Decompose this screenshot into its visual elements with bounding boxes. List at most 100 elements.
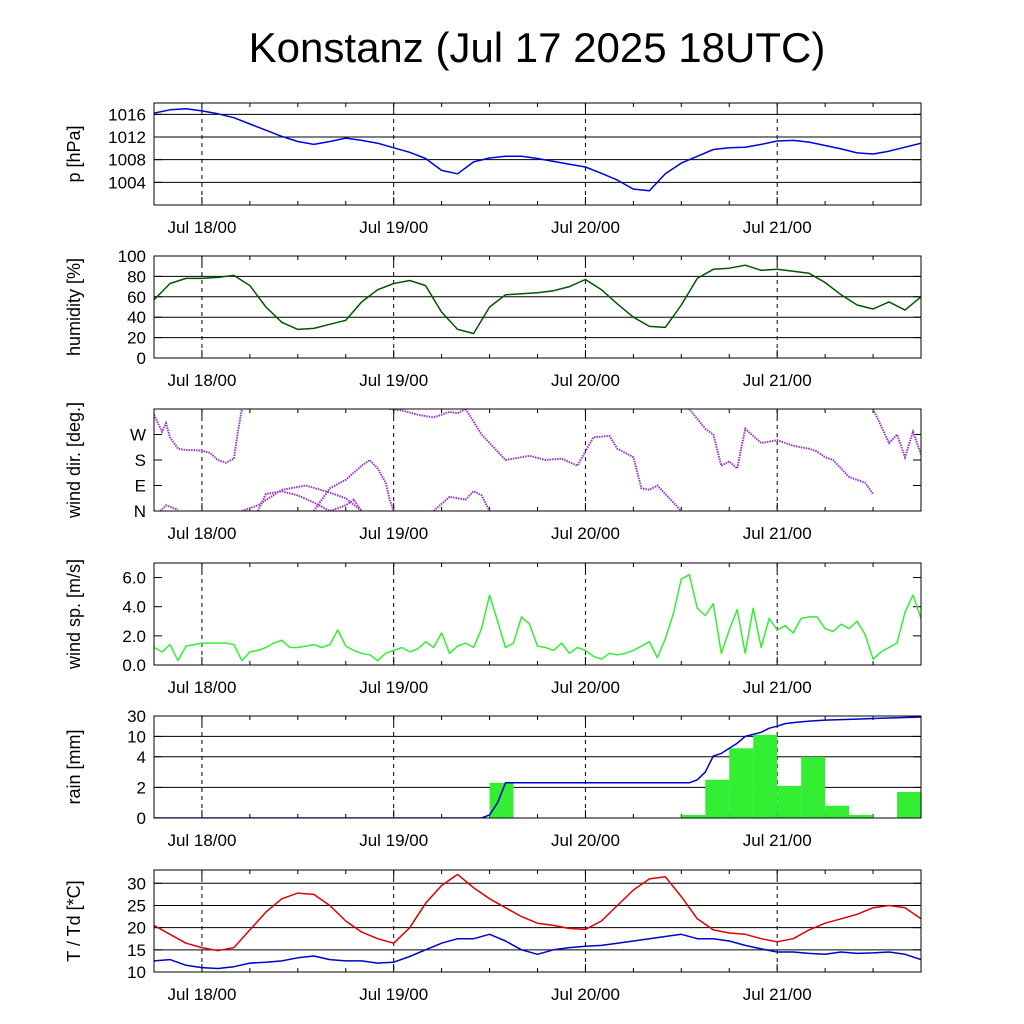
- y-tick-label: 15: [127, 941, 146, 960]
- x-tick-label: Jul 19/00: [359, 218, 428, 237]
- series-line-wind_dir: [312, 458, 395, 511]
- rain-bar: [705, 779, 730, 818]
- y-tick-label: 10: [127, 963, 146, 982]
- y-tick-label: 2: [137, 778, 146, 797]
- y-tick-label: 10: [127, 727, 146, 746]
- series-line-wind_dir: [688, 409, 874, 495]
- panel-frame: [153, 715, 922, 819]
- panel-frame: [153, 255, 922, 359]
- series-line-wind_dir: [159, 504, 179, 511]
- series-line-wind_dir: [256, 490, 363, 511]
- y-tick-label: 1008: [108, 151, 146, 170]
- x-tick-label: Jul 19/00: [359, 371, 428, 390]
- x-tick-label: Jul 19/00: [359, 985, 428, 1004]
- x-tick-label: Jul 21/00: [743, 524, 812, 543]
- y-tick-label: 40: [127, 308, 146, 327]
- y-tick-label: N: [134, 502, 146, 521]
- y-tick-label: 60: [127, 288, 146, 307]
- plot-area: [154, 264, 921, 335]
- x-tick-label: Jul 18/00: [167, 371, 236, 390]
- x-tick-label: Jul 20/00: [551, 831, 620, 850]
- y-tick-label: 1016: [108, 105, 146, 124]
- y-tick-label: 1004: [108, 173, 146, 192]
- series-line-humidity: [154, 264, 921, 335]
- x-tick-label: Jul 20/00: [551, 524, 620, 543]
- y-axis-label: rain [mm]: [64, 729, 84, 804]
- y-tick-label: 20: [127, 329, 146, 348]
- y-tick-label: 30: [127, 874, 146, 893]
- series-line-wind_dir: [432, 489, 491, 511]
- panel-frame: [153, 869, 922, 973]
- x-tick-label: Jul 20/00: [551, 371, 620, 390]
- x-tick-label: Jul 20/00: [551, 678, 620, 697]
- rain-bar: [489, 782, 514, 818]
- y-tick-label: 0.0: [122, 656, 146, 675]
- x-tick-label: Jul 18/00: [167, 985, 236, 1004]
- x-tick-label: Jul 21/00: [743, 218, 812, 237]
- series-line-wind_dir: [464, 409, 683, 511]
- y-axis-label: wind sp. [m/s]: [64, 559, 84, 670]
- x-tick-label: Jul 18/00: [167, 524, 236, 543]
- rain-bar: [777, 785, 802, 818]
- panel-frame: [153, 408, 922, 512]
- y-tick-label: E: [135, 477, 146, 496]
- rain-bar: [897, 791, 921, 818]
- y-tick-label: 25: [127, 896, 146, 915]
- plot-area: [154, 409, 921, 511]
- x-tick-label: Jul 19/00: [359, 831, 428, 850]
- rain-bar: [753, 734, 778, 818]
- y-axis-label: T / Td [*C]: [64, 880, 84, 961]
- x-tick-label: Jul 18/00: [167, 831, 236, 850]
- series-line-wind_speed: [154, 573, 921, 662]
- panel-pressure: 1004 1008 1012 1016 p [hPa] Jul 18/00 Jul 19/0…: [64, 102, 922, 237]
- plot-area: [154, 873, 921, 970]
- chart-title: Konstanz (Jul 17 2025 18UTC): [248, 24, 826, 71]
- panel-frame: [153, 562, 922, 666]
- series-line-rain_cumulative: [154, 716, 921, 818]
- panel-frame: [153, 102, 922, 206]
- meteogram-panels: 1004 1008 1012 1016 p [hPa] Jul 18/00 Jul 19/0…: [64, 102, 922, 1004]
- y-tick-label: 80: [127, 267, 146, 286]
- y-tick-label: 30: [127, 707, 146, 726]
- x-tick-label: Jul 19/00: [359, 678, 428, 697]
- series-line-wind_dir: [872, 409, 921, 461]
- y-tick-label: 6.0: [122, 569, 146, 588]
- y-tick-label: 1012: [108, 128, 146, 147]
- x-tick-label: Jul 21/00: [743, 985, 812, 1004]
- rain-bar: [801, 756, 826, 818]
- y-tick-label: W: [130, 426, 146, 445]
- y-tick-label: 0: [137, 349, 146, 368]
- rain-bar: [729, 748, 754, 818]
- x-tick-label: Jul 20/00: [551, 985, 620, 1004]
- series-line-temperature: [154, 873, 921, 952]
- y-axis-label: p [hPa]: [64, 125, 84, 182]
- y-tick-label: 0: [137, 809, 146, 828]
- y-tick-label: S: [135, 451, 146, 470]
- rain-bar: [849, 814, 874, 818]
- y-axis-label: wind dir. [deg.]: [64, 402, 84, 519]
- series-line-pressure: [154, 107, 921, 192]
- x-tick-label: Jul 21/00: [743, 831, 812, 850]
- x-tick-label: Jul 18/00: [167, 678, 236, 697]
- plot-area: [154, 716, 921, 818]
- x-tick-label: Jul 21/00: [743, 678, 812, 697]
- panel-temperature: 10 15 20 25 30 T / Td [*C] Jul 18/00 Jul 19/00 J…: [64, 869, 922, 1004]
- panel-wind-speed: 0.0 2.0 4.0 6.0 wind sp. [m/s] Jul 18/00 Jul 1…: [64, 559, 922, 697]
- plot-area: [154, 107, 921, 192]
- y-axis-label: humidity [%]: [64, 258, 84, 356]
- x-tick-label: Jul 18/00: [167, 218, 236, 237]
- plot-area: [154, 573, 921, 662]
- series-line-wind_dir: [389, 409, 467, 419]
- rain-bar: [681, 814, 706, 818]
- y-tick-label: 100: [118, 247, 146, 266]
- y-tick-label: 2.0: [122, 627, 146, 646]
- x-tick-label: Jul 19/00: [359, 524, 428, 543]
- series-line-wind_dir: [154, 409, 243, 464]
- series-line-dewpoint: [154, 933, 921, 970]
- x-tick-label: Jul 21/00: [743, 371, 812, 390]
- x-tick-label: Jul 20/00: [551, 218, 620, 237]
